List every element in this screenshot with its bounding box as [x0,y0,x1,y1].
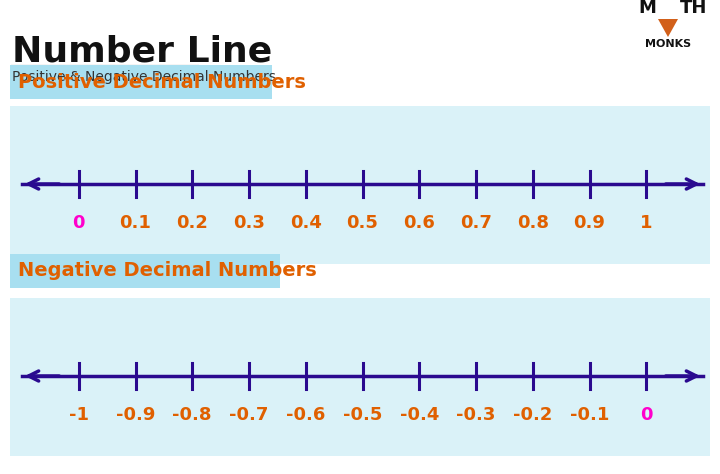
Text: 0.3: 0.3 [233,214,265,232]
Text: 0.7: 0.7 [460,214,492,232]
Polygon shape [658,19,678,37]
Text: 0.6: 0.6 [403,214,435,232]
Bar [10,298,710,456]
Text: 0.5: 0.5 [346,214,379,232]
Text: Number Line: Number Line [12,34,272,68]
Bar [10,106,710,264]
Text: -0.1: -0.1 [570,406,609,424]
Text: M: M [638,0,656,17]
Text: MONKS: MONKS [645,39,691,49]
Text: Positive & Negative Decimal Numbers: Positive & Negative Decimal Numbers [12,70,276,84]
Text: -0.3: -0.3 [456,406,495,424]
Text: 0: 0 [640,406,652,424]
Text: -0.5: -0.5 [343,406,382,424]
Text: -0.4: -0.4 [400,406,439,424]
Text: 0.4: 0.4 [290,214,322,232]
Text: -0.6: -0.6 [286,406,325,424]
Text: -0.9: -0.9 [116,406,156,424]
Bar [10,65,272,99]
Bar [10,254,280,288]
Text: -0.2: -0.2 [513,406,552,424]
Text: -1: -1 [68,406,89,424]
Text: TH: TH [680,0,707,17]
Text: -0.8: -0.8 [173,406,212,424]
Text: 0.8: 0.8 [517,214,549,232]
Text: 0: 0 [73,214,85,232]
Text: 1: 1 [640,214,652,232]
Text: Negative Decimal Numbers: Negative Decimal Numbers [18,262,317,281]
Text: -0.7: -0.7 [229,406,269,424]
Text: 0.9: 0.9 [574,214,606,232]
Text: Positive Decimal Numbers: Positive Decimal Numbers [18,73,306,91]
Text: 0.1: 0.1 [120,214,151,232]
Text: 0.2: 0.2 [176,214,208,232]
